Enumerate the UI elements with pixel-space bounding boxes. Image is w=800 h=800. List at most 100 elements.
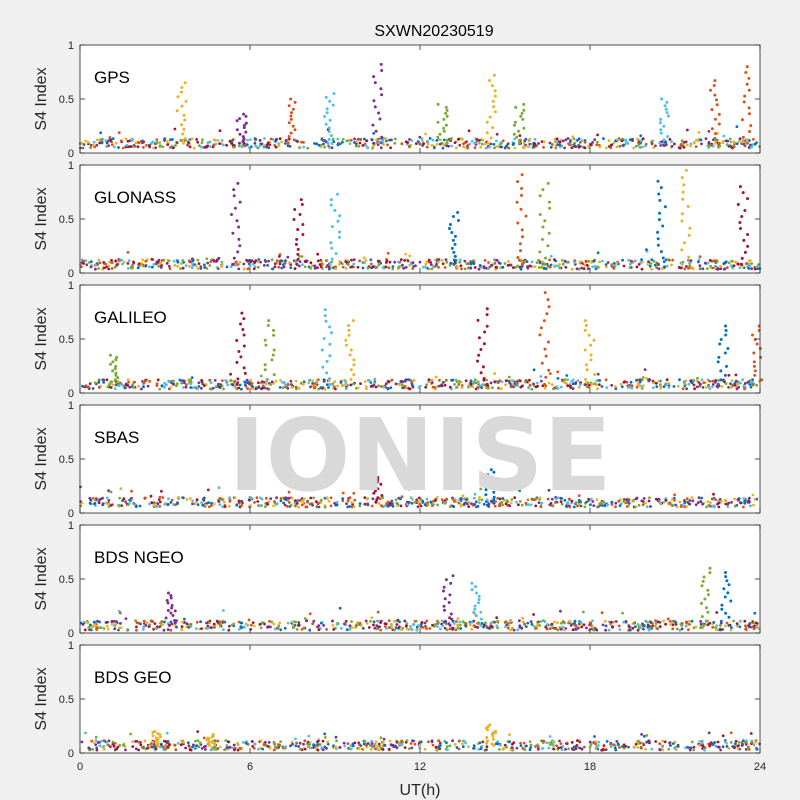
data-point	[256, 146, 260, 150]
data-point	[144, 259, 148, 263]
data-point	[388, 138, 391, 142]
data-point	[206, 624, 210, 628]
x-tick-label: 0	[77, 761, 83, 773]
data-point	[294, 242, 298, 246]
data-point	[518, 242, 522, 246]
data-point	[244, 121, 248, 125]
data-point	[381, 140, 385, 144]
data-point	[706, 610, 710, 614]
data-point	[725, 579, 729, 583]
data-point	[302, 626, 306, 630]
data-point	[546, 741, 550, 745]
data-point	[131, 740, 135, 743]
data-point	[561, 259, 564, 262]
data-point	[485, 745, 489, 749]
data-point	[537, 142, 540, 145]
data-point	[745, 82, 749, 86]
data-point	[214, 142, 218, 146]
data-point	[383, 625, 387, 628]
data-point	[541, 260, 545, 264]
panel-background	[80, 285, 760, 393]
data-point	[408, 263, 412, 267]
data-point	[554, 259, 558, 263]
data-point	[410, 380, 413, 384]
data-point	[515, 500, 518, 504]
data-point	[349, 348, 353, 352]
data-point	[753, 369, 757, 373]
data-point	[606, 503, 609, 507]
data-point	[580, 623, 583, 626]
data-point	[489, 136, 493, 140]
data-point	[540, 237, 544, 241]
data-point	[486, 386, 490, 390]
data-point	[518, 489, 521, 492]
data-point	[583, 319, 587, 323]
data-point	[541, 225, 545, 229]
data-point	[335, 747, 338, 751]
data-point	[702, 623, 706, 627]
data-point	[680, 262, 684, 266]
data-point	[182, 740, 185, 744]
data-point	[142, 385, 145, 389]
data-point	[109, 362, 112, 366]
data-point	[659, 385, 663, 389]
data-point	[328, 118, 332, 122]
data-point	[427, 378, 431, 382]
data-point	[564, 504, 568, 508]
data-point	[495, 258, 499, 262]
y-axis-label: S4 Index	[33, 667, 50, 730]
data-point	[248, 264, 252, 268]
data-point	[613, 264, 617, 268]
data-point	[646, 262, 650, 266]
data-point	[206, 141, 210, 145]
data-point	[492, 142, 496, 146]
data-point	[166, 609, 170, 612]
data-point	[717, 355, 721, 359]
data-point	[393, 260, 397, 264]
data-point	[176, 259, 179, 262]
data-point	[246, 259, 250, 263]
data-point	[739, 381, 742, 385]
data-point	[170, 622, 174, 626]
data-point	[736, 262, 740, 266]
data-point	[498, 502, 502, 506]
data-point	[491, 386, 494, 390]
data-point	[527, 386, 530, 389]
data-point	[584, 324, 588, 327]
data-point	[347, 324, 351, 327]
data-point	[522, 126, 526, 130]
data-point	[97, 381, 101, 384]
data-point	[440, 498, 444, 502]
data-point	[158, 735, 162, 739]
data-point	[546, 181, 550, 185]
scatter-points	[79, 606, 760, 632]
data-point	[220, 265, 224, 268]
data-point	[286, 144, 290, 148]
data-point	[172, 259, 176, 263]
data-point	[646, 621, 650, 624]
data-point	[409, 742, 413, 745]
data-point	[459, 627, 463, 630]
data-point	[448, 623, 452, 627]
data-point	[593, 735, 596, 738]
data-point	[511, 379, 515, 382]
data-point	[411, 261, 415, 264]
data-point	[189, 382, 193, 386]
data-point	[334, 267, 338, 271]
data-point	[618, 144, 622, 148]
data-point	[243, 380, 247, 384]
data-point	[712, 84, 716, 87]
data-point	[493, 110, 497, 114]
data-point	[170, 498, 174, 502]
data-point	[450, 231, 454, 234]
data-point	[493, 372, 496, 375]
data-point	[263, 258, 267, 262]
data-point	[404, 624, 408, 628]
data-point	[635, 379, 638, 382]
data-point	[631, 626, 635, 630]
data-point	[458, 620, 462, 624]
data-point	[524, 625, 528, 628]
data-point	[655, 266, 659, 269]
data-point	[325, 628, 328, 631]
data-point	[380, 504, 383, 508]
